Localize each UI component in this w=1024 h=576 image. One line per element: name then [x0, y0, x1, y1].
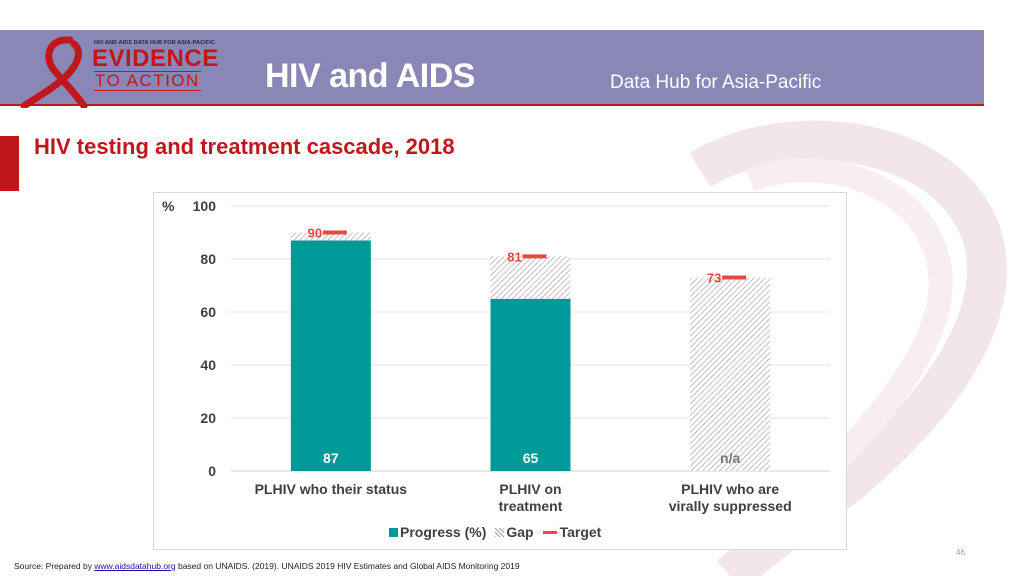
chart-panel: % 0 20 40 60 80 100 90 87 PLHIV who their status 8… [153, 192, 847, 550]
target-label-0: 90 [308, 226, 322, 241]
legend-item-gap: Gap [495, 524, 534, 540]
legend-label-progress: Progress (%) [400, 524, 487, 540]
y-tick-label-40: 40 [200, 357, 216, 373]
category-label-0-0: PLHIV who their status [255, 481, 408, 497]
progress-label-2: n/a [720, 450, 740, 466]
legend-item-target: Target [542, 524, 602, 540]
red-ribbon-icon [20, 36, 88, 108]
source-prefix: Source: Prepared by [14, 561, 95, 571]
progress-label-0: 87 [323, 450, 339, 466]
y-tick-label-80: 80 [200, 251, 216, 267]
chart-legend: Progress (%) Gap Target [389, 524, 605, 540]
logo-action-text: TO ACTION [94, 71, 201, 91]
bar-progress-1 [490, 298, 571, 471]
category-label-2-0: PLHIV who are [681, 481, 779, 497]
legend-swatch-progress [389, 527, 398, 537]
legend-swatch-gap [495, 527, 505, 537]
legend-swatch-target [542, 530, 557, 534]
legend-label-gap: Gap [506, 524, 534, 540]
category-label-1-1: treatment [499, 498, 563, 514]
y-axis-label: % [162, 198, 175, 214]
header-band [0, 30, 984, 106]
legend-item-progress: Progress (%) [389, 524, 486, 540]
bar-gap-0 [290, 232, 371, 241]
title-accent-bar [0, 136, 19, 191]
category-label-2-1: virally suppressed [669, 498, 792, 514]
source-note: Source: Prepared by www.aidsdatahub.org … [14, 561, 520, 571]
page-number: 46 [956, 548, 965, 557]
source-link[interactable]: www.aidsdatahub.org [94, 561, 176, 571]
header-title: HIV and AIDS [265, 57, 476, 95]
cascade-bar-chart: % 0 20 40 60 80 100 90 87 PLHIV who their status 8… [162, 198, 830, 514]
category-label-1-0: PLHIV on [499, 481, 561, 497]
evidence-to-action-logo: HIV AND AIDS DATA HUB FOR ASIA-PACIFIC E… [18, 36, 248, 108]
bar-gap-2 [690, 277, 771, 471]
legend-label-target: Target [559, 524, 602, 540]
header-subtitle: Data Hub for Asia-Pacific [610, 72, 822, 93]
y-tick-label-100: 100 [193, 198, 217, 214]
progress-label-1: 65 [523, 450, 539, 466]
source-suffix: based on UNAIDS. (2019). UNAIDS 2019 HIV… [175, 561, 520, 571]
y-tick-label-0: 0 [208, 463, 216, 479]
bar-gap-1 [490, 256, 571, 299]
logo-tagline: HIV AND AIDS DATA HUB FOR ASIA-PACIFIC [94, 40, 215, 46]
bar-progress-0 [290, 240, 371, 471]
logo-evidence-text: EVIDENCE [92, 45, 219, 72]
y-tick-label-60: 60 [200, 304, 216, 320]
slide-title: HIV testing and treatment cascade, 2018 [34, 134, 455, 159]
target-label-2: 73 [707, 271, 721, 286]
target-label-1: 81 [507, 249, 521, 264]
y-tick-label-20: 20 [200, 410, 216, 426]
